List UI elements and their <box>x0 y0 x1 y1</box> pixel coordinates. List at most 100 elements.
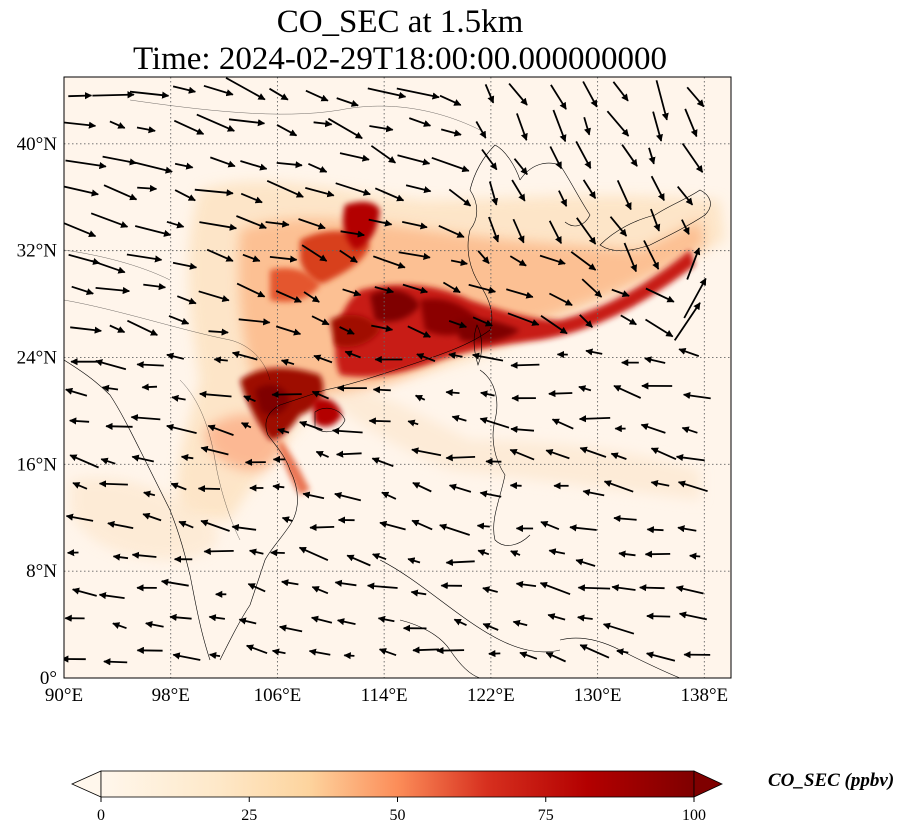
colorbar-tick-label: 0 <box>97 807 105 824</box>
wind-arrow <box>681 142 704 173</box>
wind-arrow <box>675 585 704 595</box>
wind-arrow <box>479 417 510 429</box>
wind-arrow <box>103 658 128 666</box>
wind-arrow <box>305 89 329 102</box>
wind-arrow <box>207 424 234 436</box>
wind-arrow <box>646 651 676 662</box>
wind-arrow <box>581 278 603 298</box>
wind-arrow <box>620 314 637 326</box>
wind-arrow <box>686 247 701 280</box>
wind-arrow <box>519 651 538 660</box>
wind-arrow <box>398 251 431 260</box>
wind-arrow <box>477 549 490 557</box>
wind-arrow <box>378 648 397 657</box>
wind-arrow <box>331 427 363 435</box>
wind-arrow <box>509 448 535 461</box>
wind-arrow <box>194 188 234 197</box>
wind-arrow <box>308 162 328 173</box>
wind-arrow <box>136 361 164 369</box>
wind-arrow <box>431 156 470 173</box>
plot-title-line1: CO_SEC at 1.5km <box>276 4 524 40</box>
wind-arrow <box>129 90 170 99</box>
colorbar-extend-min <box>71 770 102 798</box>
wind-arrow <box>412 481 432 493</box>
wind-arrow <box>145 620 164 629</box>
coastlines <box>64 144 711 678</box>
wind-arrow <box>112 553 129 561</box>
wind-arrow <box>582 81 598 108</box>
wind-arrow <box>577 614 593 622</box>
wind-arrow <box>166 423 197 434</box>
wind-arrow <box>512 218 525 244</box>
wind-arrow <box>616 648 629 656</box>
wind-arrow <box>539 254 566 266</box>
wind-arrow <box>299 420 323 431</box>
wind-arrow <box>65 513 94 522</box>
wind-arrow <box>405 184 432 194</box>
wind-arrow <box>208 651 221 660</box>
wind-arrow <box>575 558 596 567</box>
wind-arrow <box>475 121 487 139</box>
wind-arrow <box>540 521 560 531</box>
wind-arrow <box>585 348 603 356</box>
wind-arrow <box>411 447 442 457</box>
wind-arrow <box>275 290 302 303</box>
wind-arrow <box>95 359 127 371</box>
wind-arrow <box>603 480 634 493</box>
wind-arrow <box>397 154 431 166</box>
wind-arrow <box>298 218 326 230</box>
wind-arrow <box>548 292 573 307</box>
wind-arrow <box>199 221 238 231</box>
wind-arrow <box>281 579 299 587</box>
wind-arrow <box>276 124 298 137</box>
wind-arrow <box>199 390 232 398</box>
wind-arrow <box>488 181 499 206</box>
wind-arrow <box>507 312 540 326</box>
wind-arrow <box>673 302 701 341</box>
colorbar-gradient <box>100 770 695 798</box>
wind-arrow <box>372 255 406 269</box>
wind-arrow <box>92 91 135 99</box>
wind-arrow <box>64 222 97 238</box>
wind-arrow <box>141 383 158 391</box>
wind-arrow <box>370 145 396 164</box>
wind-arrow <box>579 446 607 458</box>
wind-arrow <box>416 353 436 362</box>
wind-arrow <box>242 253 261 263</box>
wind-arrow <box>445 558 475 566</box>
wind-arrow <box>439 523 470 536</box>
wind-arrow <box>95 286 131 295</box>
wind-arrow <box>336 97 359 107</box>
wind-arrow <box>243 395 256 403</box>
wind-arrow <box>510 425 535 433</box>
wind-arrow <box>272 483 285 491</box>
lon-tick-label: 98°E <box>152 685 190 706</box>
wind-arrow <box>411 519 433 531</box>
colorbar-extend-max <box>693 770 723 798</box>
wind-arrow <box>612 81 629 102</box>
wind-arrow <box>340 230 365 238</box>
wind-arrow <box>645 318 674 338</box>
wind-arrow <box>70 326 102 334</box>
wind-arrow <box>174 162 194 170</box>
wind-arrow <box>98 480 128 488</box>
wind-arrow <box>238 318 271 326</box>
wind-arrow <box>577 584 611 592</box>
wind-arrow <box>339 326 355 335</box>
wind-arrow <box>379 520 406 531</box>
wind-arrow <box>479 490 502 498</box>
wind-arrow <box>313 120 333 128</box>
wind-arrow <box>623 242 637 273</box>
wind-arrow <box>225 77 266 101</box>
wind-arrow <box>367 87 407 99</box>
wind-arrow <box>91 259 126 274</box>
wind-arrow <box>374 286 394 294</box>
wind-arrow <box>131 454 154 463</box>
wind-arrow <box>134 225 172 237</box>
wind-arrow <box>265 220 290 228</box>
wind-arrow <box>381 491 397 500</box>
lat-tick-label: 0° <box>40 668 57 689</box>
wind-arrow <box>65 387 88 397</box>
wind-arrow <box>578 385 592 393</box>
wind-arrow <box>570 251 597 271</box>
